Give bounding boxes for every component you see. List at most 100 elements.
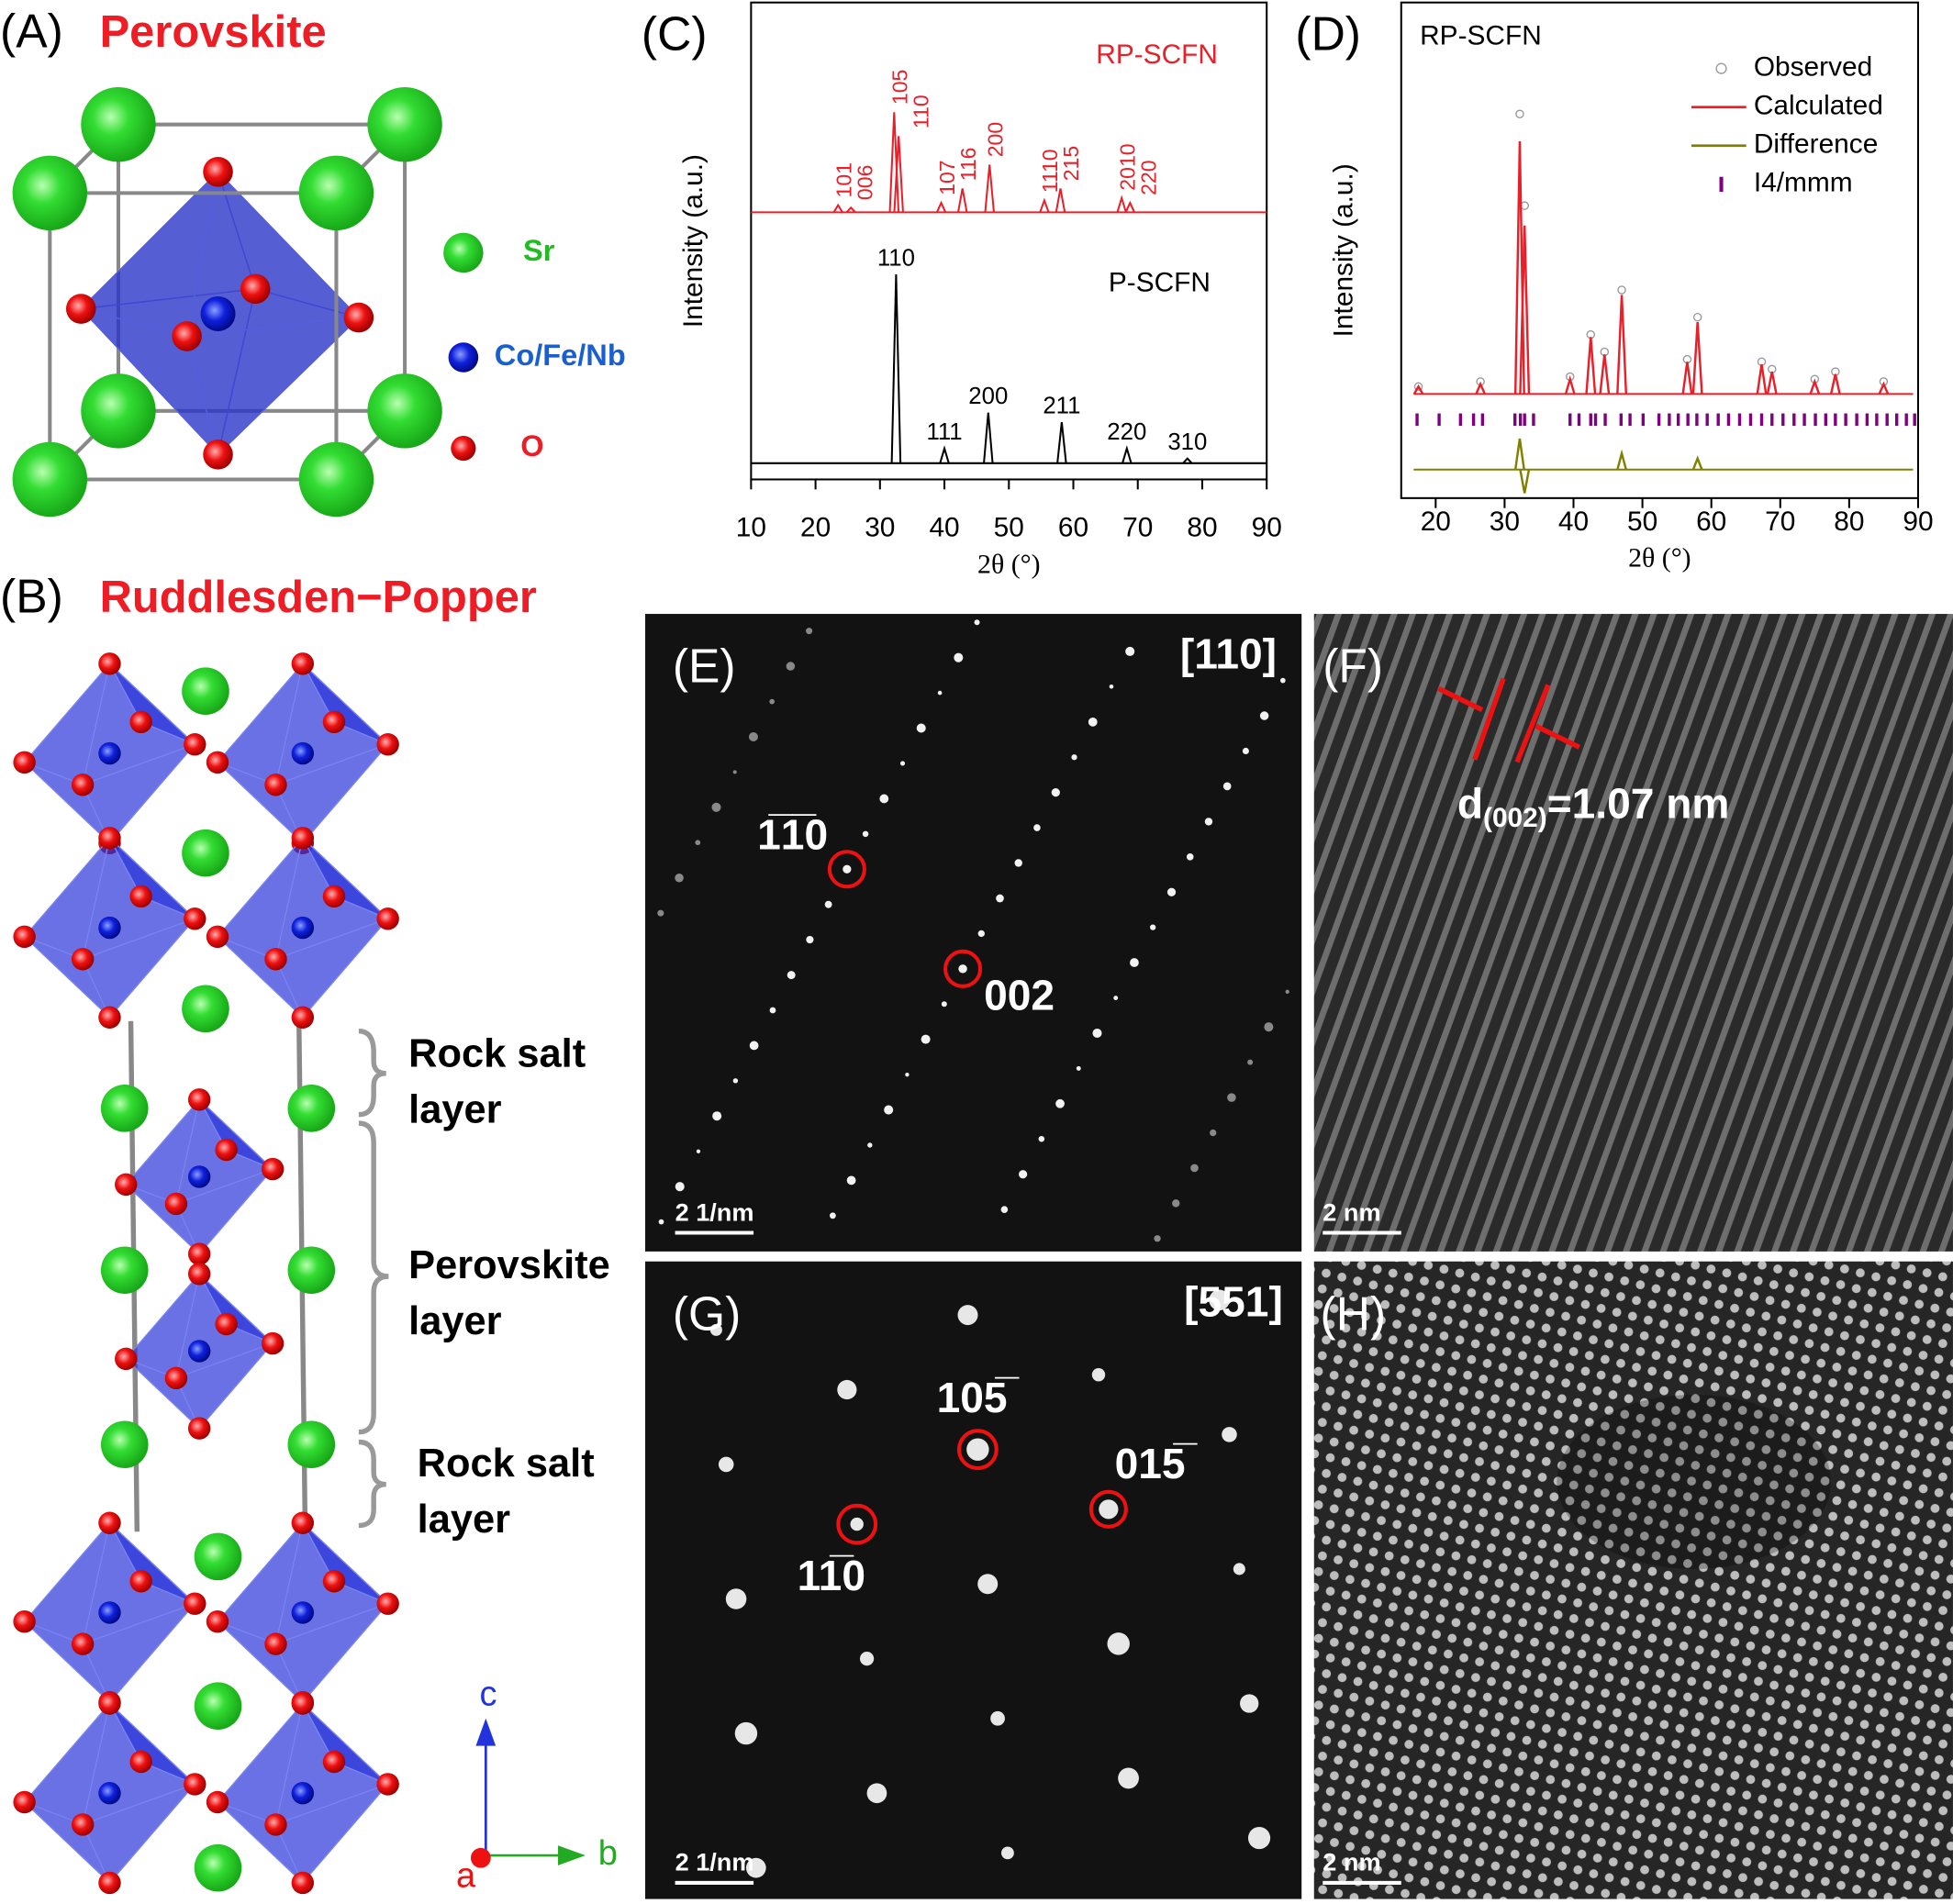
peak	[890, 273, 902, 463]
peak	[1756, 363, 1768, 395]
peak	[1585, 337, 1597, 395]
spot	[1000, 1206, 1009, 1213]
legend-swatch	[451, 435, 476, 462]
atom	[291, 1511, 315, 1534]
x-axis-label: 2θ (°)	[977, 549, 1041, 579]
peak-label: 310	[1167, 429, 1207, 455]
octahedron-face	[108, 837, 195, 919]
peak	[956, 188, 968, 213]
spot	[1091, 1368, 1106, 1382]
spot	[1242, 747, 1249, 754]
spot	[846, 1175, 856, 1186]
peak-label: 110	[910, 95, 933, 128]
spot	[1014, 859, 1022, 867]
layer-label: Perovskite	[408, 1243, 610, 1287]
spot	[916, 723, 926, 733]
peak-label: 220	[1136, 160, 1160, 195]
x-axis-label: 2θ (°)	[1628, 543, 1691, 573]
spot	[905, 1073, 910, 1077]
panel-label: (D)	[1295, 6, 1361, 60]
spot-label: 105̅	[937, 1374, 1020, 1421]
peak	[1182, 457, 1193, 464]
peak	[1412, 384, 1424, 395]
spot	[1055, 1098, 1065, 1108]
atom	[343, 302, 374, 333]
spot	[1033, 824, 1041, 831]
spot-circle	[943, 949, 983, 988]
spot	[695, 840, 701, 846]
x-tick-label: 60	[1058, 513, 1088, 543]
octahedron-face	[108, 1522, 195, 1605]
spot	[996, 894, 1004, 903]
layer-label: Rock salt	[408, 1031, 586, 1075]
peak-label: 107	[935, 160, 959, 195]
octahedron-face	[82, 1782, 197, 1885]
atom	[206, 925, 229, 949]
peak	[1122, 445, 1133, 464]
zone-axis: [551]	[1184, 1277, 1283, 1325]
spot	[843, 864, 852, 874]
spot	[786, 662, 796, 671]
atom	[187, 1088, 211, 1111]
spot	[1264, 1022, 1274, 1032]
spot	[899, 761, 906, 766]
atom	[287, 1420, 336, 1469]
spot	[866, 1783, 887, 1804]
legend-label: Observed	[1754, 52, 1872, 83]
peak	[1475, 381, 1486, 395]
d-value: =1.07 nm	[1547, 780, 1730, 828]
spot	[1051, 788, 1060, 797]
spot	[1154, 1235, 1161, 1242]
spot	[732, 770, 737, 774]
x-tick-label: 50	[994, 513, 1024, 543]
spot	[1107, 1632, 1130, 1655]
spot	[712, 1111, 722, 1121]
peak-label: 111	[926, 419, 962, 445]
spot	[725, 1588, 747, 1609]
x-tick-label: 10	[736, 513, 766, 543]
atom	[81, 86, 156, 162]
peak-label: 116	[956, 147, 980, 181]
chart-title: RP-SCFN	[1420, 21, 1542, 51]
observed-point	[1515, 109, 1524, 118]
perovskite-structure	[12, 86, 442, 518]
peak	[1691, 455, 1703, 471]
legend-label: Difference	[1754, 129, 1878, 160]
peak	[893, 136, 904, 213]
peak-label: 110	[877, 246, 915, 272]
atom	[98, 1692, 121, 1715]
spot	[1118, 1767, 1139, 1789]
atom	[187, 1417, 211, 1440]
x-tick-label: 70	[1122, 513, 1153, 543]
octahedron-face	[302, 663, 389, 745]
spot	[1222, 782, 1232, 791]
spot-circle	[956, 1429, 999, 1471]
spot	[1227, 1093, 1236, 1102]
panel-title: Perovskite	[100, 7, 327, 57]
spot-label: 11̅0	[798, 1552, 865, 1599]
spot	[658, 1219, 664, 1225]
atom	[322, 710, 346, 734]
spot-label: 002	[984, 972, 1055, 1019]
atom	[264, 1813, 287, 1836]
panel-label: (F)	[1322, 640, 1383, 693]
octahedron-face	[302, 1703, 389, 1786]
peak-label: 1110	[1038, 149, 1062, 193]
peak	[1116, 195, 1127, 213]
x-tick-label: 90	[1252, 513, 1282, 543]
atom	[187, 1165, 211, 1188]
spot	[954, 652, 964, 663]
spot	[1088, 717, 1098, 727]
axis-label: c	[480, 1675, 497, 1713]
legend-label: Calculated	[1754, 91, 1883, 121]
spot	[1172, 1199, 1180, 1208]
scale-bar-label: 2 nm	[1322, 1848, 1380, 1876]
peak-label: 200	[968, 384, 1008, 409]
atom	[187, 1340, 211, 1363]
atom	[291, 916, 315, 940]
series-name: P-SCFN	[1109, 267, 1211, 297]
atom	[98, 1601, 121, 1624]
atom	[12, 155, 88, 231]
octahedron-face	[274, 1602, 390, 1704]
spot	[1279, 677, 1286, 684]
